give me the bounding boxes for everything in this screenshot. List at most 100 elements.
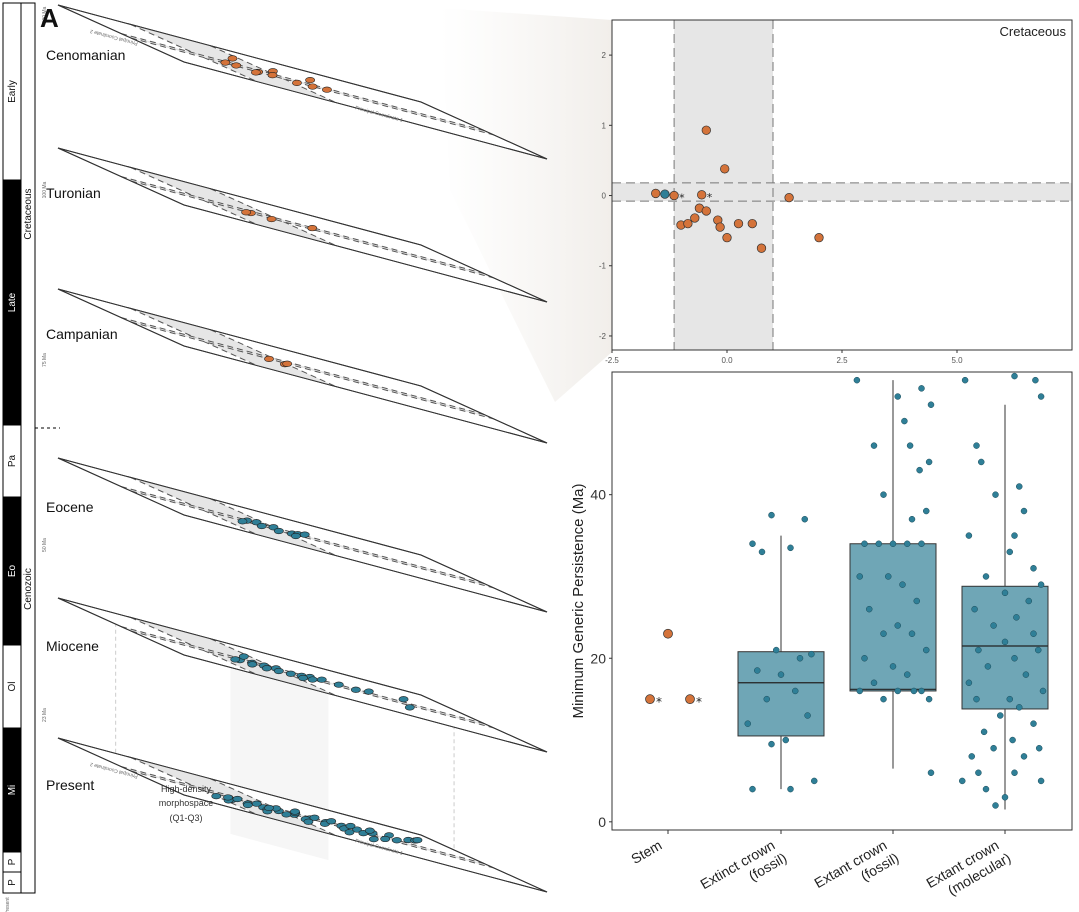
panel-b-point [722,233,732,243]
layer-band-edge [130,307,257,366]
morphospace-label-line: High-density [161,784,212,794]
panel-b-point [660,189,670,199]
layer-eocene: Eocene [46,457,548,613]
timescale-cell-label: Late [7,292,18,312]
panel-c-point [894,622,901,629]
panel-c-point [749,785,756,793]
panel-c-point [880,695,887,703]
connector-wedge [440,8,612,402]
panel-c-point [1032,376,1039,384]
panel-c-point [880,491,887,498]
layer-band-edge [130,23,257,82]
panel-c-point [777,671,785,678]
layer-strip-edge [120,176,485,274]
layer-band-edge [210,638,337,697]
layer-point [404,704,415,711]
layer-point [307,676,318,683]
layer-strip-edge [130,180,495,279]
layer-point [285,670,296,677]
present-label: Present [5,897,11,912]
layer-point [227,55,238,62]
layer-outline [57,457,548,613]
layer-point [264,804,274,812]
panel-c-point [866,605,873,613]
panel-c-point [918,687,925,695]
panel-c-point [1022,671,1030,678]
timescale-cell-label: Ol [7,682,18,692]
panel-c-point [916,466,923,474]
panel-b-star: * [707,191,713,204]
panel-c-stem-star: * [656,695,662,709]
panel-c-point [904,671,911,678]
layer-point [290,808,300,815]
panel-c-point [1001,638,1009,646]
panel-c-point [923,507,930,515]
layer-label: Turonian [46,185,101,201]
panel-b-point [784,192,794,203]
timescale-cell-label: P [7,879,18,886]
panel-c-point [975,769,982,776]
panel-c-point [1037,777,1045,785]
panel-b-point [701,125,711,135]
panel-c-box [737,651,825,737]
panel-c-point [910,687,918,695]
panel-c-point [990,622,997,629]
panel-c-point [1001,589,1009,597]
layer-point [350,686,361,693]
panel-c-point [804,712,811,719]
panel-c-point [889,540,897,547]
layer-point [281,811,292,818]
panel-b-ytick-label: 2 [602,51,607,60]
layer-point [223,794,233,801]
layer-point [391,837,402,844]
layer-point [398,696,409,703]
panel-b-ytick-label: -1 [599,262,607,271]
panel-c-point [925,458,933,466]
panel-c-point [894,393,901,400]
panel-c-point [885,573,892,580]
panel-c-point [1011,372,1018,380]
layer-band-edge [210,498,337,557]
panel-c-point [973,442,980,449]
panel-b-point [701,206,711,216]
layer-point [273,527,284,535]
panel-c-point [980,728,988,736]
panel-c-point [1013,614,1020,621]
layer-point [242,801,253,809]
panel-c-point [754,667,761,674]
panel-c-point [1006,695,1013,703]
panel-c-point [908,630,916,637]
layer-point [232,795,243,803]
panel-c-point [1025,597,1032,605]
layer-point [380,835,391,843]
panel-b-title: Cretaceous [1000,24,1067,39]
ma-tick-label: 100 Ma [42,6,48,23]
panel-c-point [992,802,999,809]
panel-c-point [908,515,916,523]
layer-point [251,69,261,76]
panel-c-point [959,777,966,785]
layer-outline [57,147,548,303]
panel-c-point [990,744,997,752]
timescale-cell-label: Early [7,80,18,103]
panel-b-point [669,190,679,201]
panel-c-point [1011,655,1018,662]
layer-point [241,209,252,216]
layer-outline [57,737,548,893]
panel-c-point [906,442,914,449]
layer-point [309,814,320,821]
layer-band-edge [210,329,337,388]
panel-c-point [1016,483,1023,490]
panel-c-category-label: Extinct crown(fossil) [697,835,789,907]
panel-c-point [889,663,897,670]
layer-point [290,532,301,540]
geologic-timescale: Early Late Pa Eo Ol Mi P P Cretaceous Cenozoic 100… [2,2,60,912]
layer-band-edge [130,476,257,535]
layer-point [345,822,356,830]
layer-strip-edge [130,321,495,420]
layer-miocene: Miocene [46,597,548,753]
panel-b-scatter: -2.5 0.0 2.5 5.0 2 1 0 -1 -2 Cretaceous * * [599,19,1073,365]
panel-c-point [796,655,804,662]
panel-b-shaded-y [612,182,1072,202]
